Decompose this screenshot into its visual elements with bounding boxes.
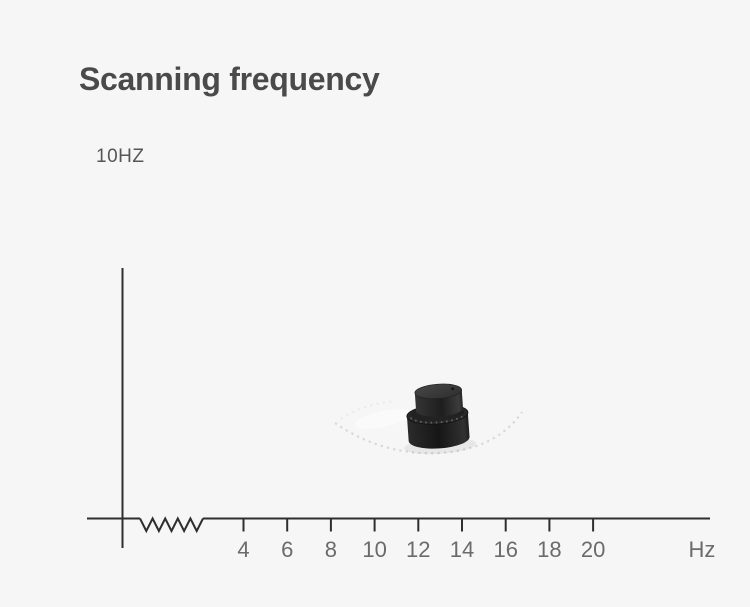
axis-tick-label: 16 <box>493 537 517 562</box>
axis-tick-label: 4 <box>237 537 249 562</box>
axis-tick-label: 12 <box>406 537 430 562</box>
watermark-dotted-arc-small <box>340 400 397 420</box>
axis-tick-label: 6 <box>281 537 293 562</box>
axis-tick-label: 10 <box>362 537 386 562</box>
axis-tick-label: 14 <box>450 537 474 562</box>
watermark-smudge <box>354 409 412 429</box>
axis-unit-label: Hz <box>689 537 716 562</box>
x-axis-ticks <box>242 518 595 532</box>
knob-cap-dot <box>451 387 454 391</box>
axis-tick-label: 20 <box>581 537 605 562</box>
product-photo <box>404 383 477 455</box>
axis-break-zigzag <box>139 516 204 534</box>
x-axis-tick-labels: 4 6 8 10 12 14 16 18 20 <box>237 537 605 562</box>
watermark-dotted-arc <box>334 411 523 455</box>
x-axis: 4 6 8 10 12 14 16 18 20 Hz <box>87 268 715 562</box>
axis-tick-label: 8 <box>325 537 337 562</box>
knob-cap-top-face <box>414 383 463 400</box>
frequency-value-label: 10HZ <box>96 146 145 167</box>
page-title: Scanning frequency <box>79 61 380 97</box>
watermark <box>334 400 523 455</box>
axis-tick-label: 18 <box>537 537 561 562</box>
